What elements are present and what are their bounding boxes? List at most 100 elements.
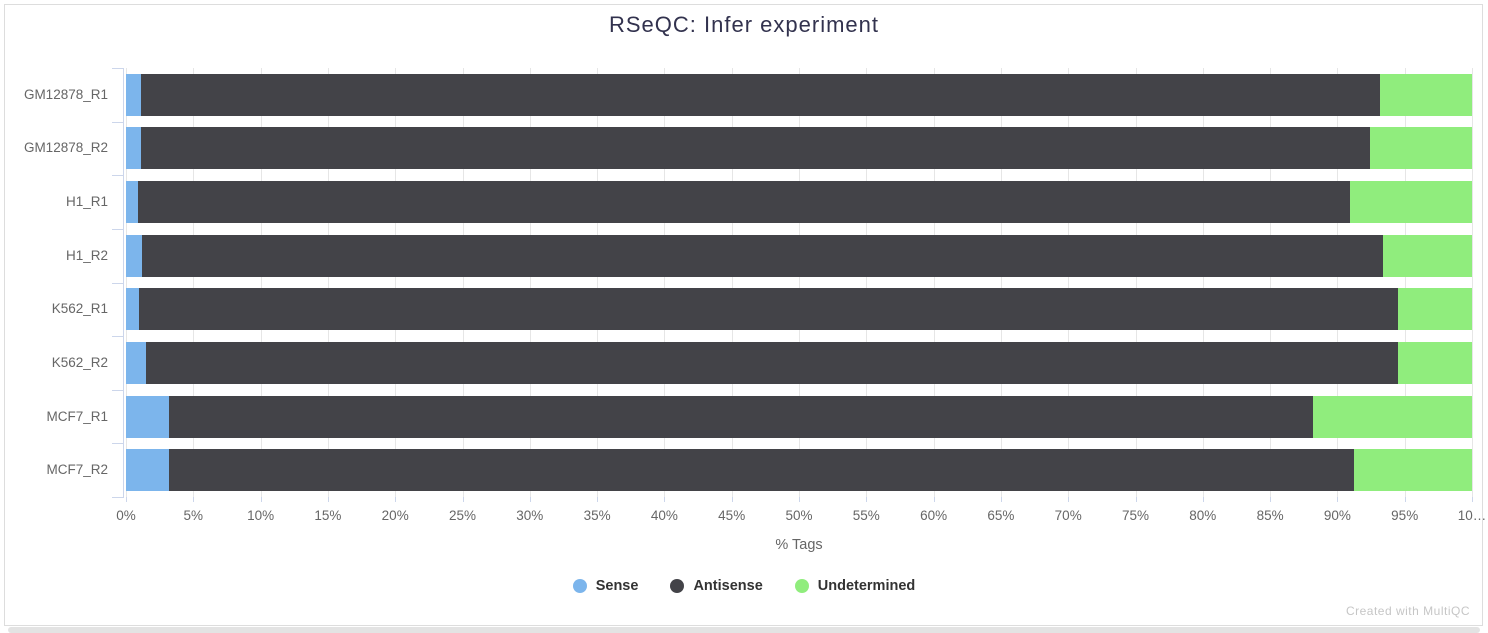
- gridline: [1135, 68, 1137, 497]
- x-axis-tick: [327, 497, 329, 502]
- category-axis-tick: [112, 121, 124, 123]
- legend-item-sense[interactable]: Sense: [572, 578, 639, 594]
- bar-segment-undetermined[interactable]: [1380, 73, 1472, 116]
- legend-item-antisense[interactable]: Antisense: [670, 578, 763, 594]
- x-axis-tick-label: 55%: [852, 508, 880, 523]
- legend-marker-icon: [572, 579, 587, 593]
- x-axis-tick: [1202, 497, 1204, 502]
- x-axis-tick: [866, 497, 868, 502]
- category-axis-tick: [112, 497, 124, 498]
- x-axis-tick: [529, 497, 531, 502]
- x-axis-tick: [597, 497, 599, 502]
- gridline: [799, 68, 800, 497]
- legend-label: Undetermined: [817, 578, 916, 594]
- legend-item-undetermined[interactable]: Undetermined: [794, 578, 916, 594]
- category-axis-tick: [112, 443, 124, 445]
- gridline: [462, 68, 464, 497]
- category-axis-tick: [112, 282, 124, 284]
- chart-title: RSeQC: Infer experiment: [609, 12, 879, 37]
- category-axis-tick: [112, 68, 124, 69]
- gridline: [1202, 68, 1204, 497]
- category-label: H1_R1: [65, 194, 108, 210]
- x-axis-tick: [1135, 497, 1137, 502]
- bar-segment-sense[interactable]: [126, 234, 143, 277]
- x-axis-tick: [799, 497, 800, 502]
- category-label: GM12878_R2: [23, 140, 108, 156]
- x-axis-tick: [260, 497, 262, 502]
- bar-segment-sense[interactable]: [126, 288, 140, 331]
- x-axis-tick-label: 20%: [381, 508, 409, 523]
- x-axis-tick: [1472, 497, 1473, 502]
- x-axis-tick-label: 80%: [1189, 508, 1217, 523]
- bar-segment-undetermined[interactable]: [1353, 449, 1472, 492]
- gridline: [193, 68, 195, 497]
- x-axis-tick-label: 35%: [583, 508, 611, 523]
- gridline: [1000, 68, 1002, 497]
- watermark: Created with MultiQC: [1345, 604, 1470, 618]
- x-axis-tick-label: 25%: [448, 508, 477, 523]
- horizontal-scrollbar-track[interactable]: [8, 627, 1480, 633]
- category-axis-tick: [112, 228, 124, 230]
- category-axis-tick: [112, 175, 124, 177]
- legend-marker-icon: [670, 579, 685, 593]
- bar-segment-undetermined[interactable]: [1349, 181, 1472, 224]
- bar-segment-antisense[interactable]: [146, 341, 1398, 384]
- x-axis-tick: [1068, 497, 1070, 502]
- x-axis-tick: [126, 497, 127, 502]
- bar-segment-antisense[interactable]: [140, 127, 1370, 170]
- bar-segment-sense[interactable]: [126, 127, 141, 170]
- x-axis-title: % Tags: [775, 537, 823, 553]
- gridline: [1472, 68, 1473, 497]
- bar-segment-sense[interactable]: [126, 395, 170, 438]
- x-axis-tick-label: 10…: [1457, 508, 1487, 523]
- gridline: [866, 68, 868, 497]
- gridline: [664, 68, 666, 497]
- bar-segment-undetermined[interactable]: [1383, 234, 1472, 277]
- category-label: GM12878_R1: [23, 86, 108, 102]
- x-axis-tick-label: 40%: [650, 508, 678, 523]
- bar-segment-undetermined[interactable]: [1313, 395, 1472, 438]
- legend-label: Sense: [595, 578, 639, 594]
- gridline: [327, 68, 329, 497]
- bar-segment-sense[interactable]: [126, 449, 170, 492]
- gridline: [395, 68, 397, 497]
- bar-segment-antisense[interactable]: [169, 449, 1354, 492]
- x-axis-tick-label: 75%: [1121, 508, 1150, 523]
- gridline: [933, 68, 935, 497]
- x-axis-tick-label: 10%: [247, 508, 275, 523]
- bar-segment-antisense[interactable]: [142, 234, 1384, 277]
- x-axis-tick-label: 70%: [1054, 508, 1082, 523]
- bar-segment-undetermined[interactable]: [1369, 127, 1472, 170]
- legend-label: Antisense: [693, 578, 763, 594]
- x-axis-tick-label: 60%: [920, 508, 948, 523]
- bar-segment-sense[interactable]: [126, 341, 147, 384]
- x-axis-tick-label: 45%: [718, 508, 746, 523]
- x-axis-tick-label: 90%: [1323, 508, 1351, 523]
- bar-segment-sense[interactable]: [126, 181, 139, 224]
- category-axis-tick: [112, 389, 124, 391]
- category-label: MCF7_R2: [46, 462, 108, 478]
- bar-segment-undetermined[interactable]: [1397, 341, 1472, 384]
- bar-segment-antisense[interactable]: [169, 395, 1314, 438]
- gridline: [1068, 68, 1070, 497]
- gridline: [731, 68, 733, 497]
- category-label: H1_R2: [65, 247, 108, 263]
- category-label: MCF7_R1: [46, 408, 108, 424]
- x-axis-tick: [1404, 497, 1406, 502]
- bar-segment-antisense[interactable]: [140, 73, 1381, 116]
- bar-segment-antisense[interactable]: [138, 181, 1350, 224]
- x-axis-tick: [1337, 497, 1339, 502]
- bar-segment-antisense[interactable]: [139, 288, 1398, 331]
- x-axis-tick: [664, 497, 666, 502]
- bar-segment-sense[interactable]: [126, 73, 141, 116]
- x-axis-tick: [731, 497, 733, 502]
- x-axis-tick-label: 0%: [116, 508, 136, 523]
- x-axis-tick-label: 30%: [516, 508, 544, 523]
- gridline: [597, 68, 599, 497]
- bar-segment-undetermined[interactable]: [1397, 288, 1472, 331]
- x-axis-tick: [395, 497, 397, 502]
- x-axis-tick: [1270, 497, 1272, 502]
- legend: Sense Antisense Undetermined: [0, 578, 1488, 594]
- legend-marker-icon: [794, 579, 809, 593]
- x-axis-tick-label: 95%: [1391, 508, 1419, 523]
